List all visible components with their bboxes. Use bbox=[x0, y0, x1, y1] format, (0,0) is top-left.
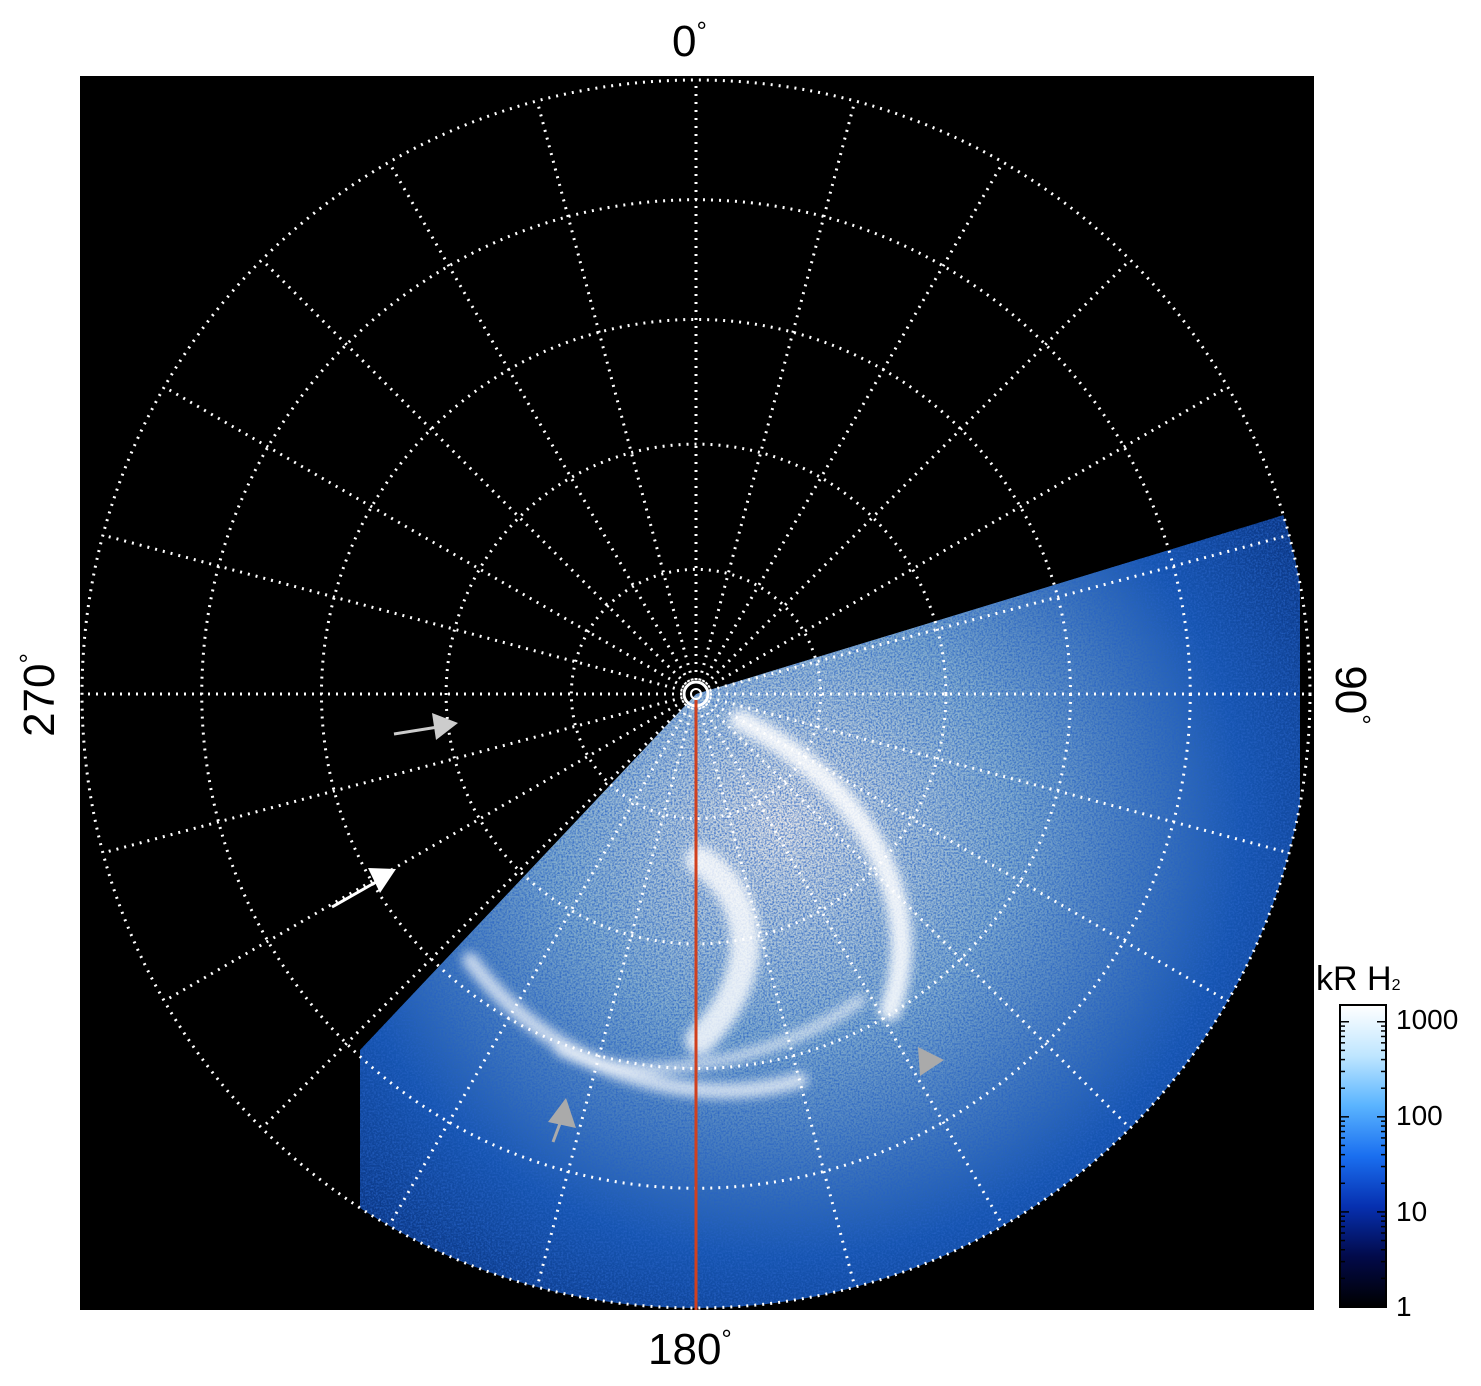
azimuth-label-270: 270° bbox=[14, 653, 64, 737]
annotation-arrowhead-2 bbox=[918, 1047, 944, 1076]
colorbar-tick-label: 1 bbox=[1396, 1291, 1412, 1322]
azimuth-label-180: 180° bbox=[648, 1324, 732, 1374]
annotation-arrowhead-1 bbox=[548, 1098, 576, 1143]
pole-marker-inner bbox=[690, 688, 702, 700]
colorbar-ticks bbox=[1340, 1020, 1386, 1308]
colorbar-tick-label: 10 bbox=[1396, 1196, 1428, 1227]
colorbar-tick-label: 1000 bbox=[1396, 1004, 1459, 1035]
azimuth-label-90: 90° bbox=[1326, 665, 1376, 725]
colorbar bbox=[1339, 1004, 1387, 1308]
annotation-arrow-2 bbox=[331, 868, 396, 909]
azimuth-label-0: 0° bbox=[672, 16, 707, 66]
grid-latitude-ring bbox=[80, 78, 1312, 1310]
colorbar-tick-label: 100 bbox=[1396, 1100, 1443, 1131]
auroral-oval-arcs bbox=[462, 709, 913, 1099]
colorbar-title: kR H2 bbox=[1316, 960, 1401, 998]
annotation-arrow-1 bbox=[393, 713, 458, 740]
